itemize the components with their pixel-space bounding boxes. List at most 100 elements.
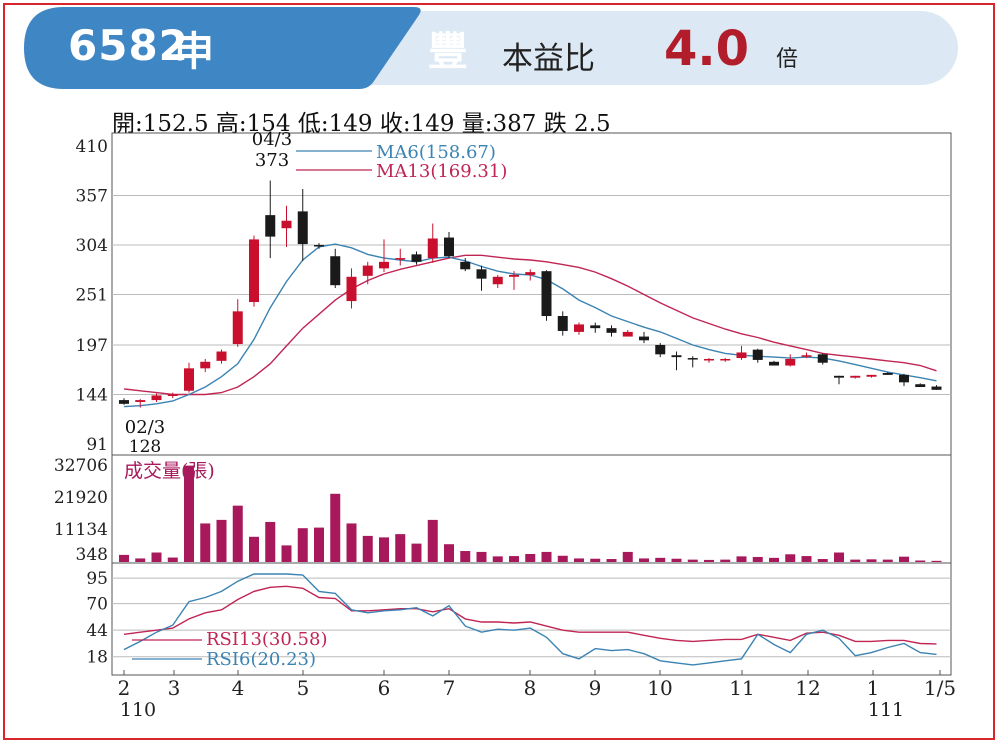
volume-bar [785, 554, 796, 562]
volume-bar [931, 560, 942, 562]
volume-bar [590, 558, 601, 562]
volume-bar [249, 536, 259, 562]
candle-body [427, 238, 438, 259]
volume-bar [541, 551, 552, 562]
month-label: 3 [168, 676, 181, 700]
volume-bar [671, 558, 682, 562]
candle-body [769, 361, 779, 366]
rsi-tick-label: 95 [86, 569, 108, 589]
month-label: 11 [729, 676, 754, 700]
low-annotation-date: 02/3 [125, 417, 165, 438]
candle-body [785, 358, 796, 366]
candle-body [866, 374, 877, 377]
volume-bar [769, 557, 779, 562]
volume-bar [704, 559, 714, 562]
rsi-tick-label: 18 [86, 648, 108, 668]
rsi6-legend-label: RSI6(20.23) [206, 649, 316, 670]
year-label: 111 [868, 699, 904, 721]
candle-body [492, 276, 503, 285]
month-label: 5 [297, 676, 310, 700]
candle-body [541, 271, 552, 317]
candle-body [232, 311, 243, 345]
volume-bar [379, 537, 389, 562]
volume-bar [297, 528, 308, 562]
volume-bar [427, 519, 438, 562]
candle-body [346, 276, 357, 302]
price-tick-label: 197 [76, 336, 108, 356]
candle-body [882, 373, 893, 375]
candle-body [915, 384, 926, 388]
month-label: 7 [443, 676, 456, 700]
candle-body [639, 336, 649, 341]
month-label: 1/5 [924, 676, 956, 700]
volume-bar [362, 535, 373, 562]
volume-bar [525, 553, 536, 562]
volume-bar [460, 551, 471, 562]
volume-bar [817, 559, 828, 562]
volume-bar [314, 527, 324, 562]
volume-bar [330, 493, 341, 562]
candle-body [752, 349, 763, 360]
volume-bar [720, 559, 731, 562]
candle-body [655, 344, 666, 355]
candle-body [281, 220, 292, 229]
rsi-lines [123, 573, 937, 666]
pe-value: 4.0 [664, 21, 750, 77]
candle-body [265, 215, 276, 237]
moving-average-lines [123, 243, 937, 408]
year-label: 110 [120, 699, 156, 721]
volume-bar [801, 556, 812, 562]
candle-body [622, 331, 633, 337]
volume-bar [216, 519, 227, 562]
candle-body [119, 400, 129, 404]
panel-frames [111, 132, 952, 676]
candle-body [509, 274, 519, 277]
candle-body [297, 211, 308, 245]
volume-bar [639, 558, 649, 562]
volume-bar [850, 559, 861, 562]
high-annotation-date: 04/3 [252, 129, 292, 150]
candle-body [151, 395, 162, 401]
stock-header: 6582 申 豐 本益比 4.0 倍 [24, 7, 962, 89]
ma13-line [123, 254, 937, 396]
candle-body [899, 374, 909, 383]
month-label: 6 [378, 676, 391, 700]
month-label: 8 [524, 676, 537, 700]
volume-bar [167, 557, 178, 562]
price-tick-label: 144 [76, 385, 108, 405]
month-label: 4 [232, 676, 245, 700]
ma13-legend-label: MA13(169.31) [376, 161, 507, 182]
candle-body [362, 265, 373, 276]
volume-tick-label: 11134 [54, 520, 108, 540]
volume-tick-label: 348 [76, 545, 108, 565]
stock-code: 6582 [68, 21, 189, 70]
volume-bar [622, 551, 633, 562]
volume-bar [200, 523, 211, 562]
candle-body [704, 358, 714, 361]
candle-body [167, 394, 178, 396]
candle-body [135, 400, 146, 402]
candle-body [411, 254, 422, 262]
volume-bar [915, 560, 926, 562]
pe-label: 本益比 [502, 41, 595, 77]
candle-body [395, 258, 406, 260]
candle-body [590, 325, 601, 329]
candle-body [606, 328, 617, 333]
volume-bar [476, 551, 487, 562]
candle-body [476, 269, 487, 279]
candle-body [249, 239, 259, 303]
candle-body [817, 354, 828, 363]
candle-body [574, 324, 584, 332]
axis-labels: 4103573042511971449132706219201113434895… [54, 137, 956, 721]
volume-bar [492, 556, 503, 562]
pe-unit: 倍 [776, 47, 799, 72]
volume-bar [265, 521, 276, 562]
volume-bar [509, 556, 519, 562]
volume-bar [687, 559, 698, 562]
rsi13-line [123, 585, 937, 645]
volume-legend-label: 成交量(張) [124, 460, 215, 482]
outer-frame [3, 3, 995, 740]
volume-bars [119, 465, 942, 562]
volume-bar [281, 545, 292, 562]
